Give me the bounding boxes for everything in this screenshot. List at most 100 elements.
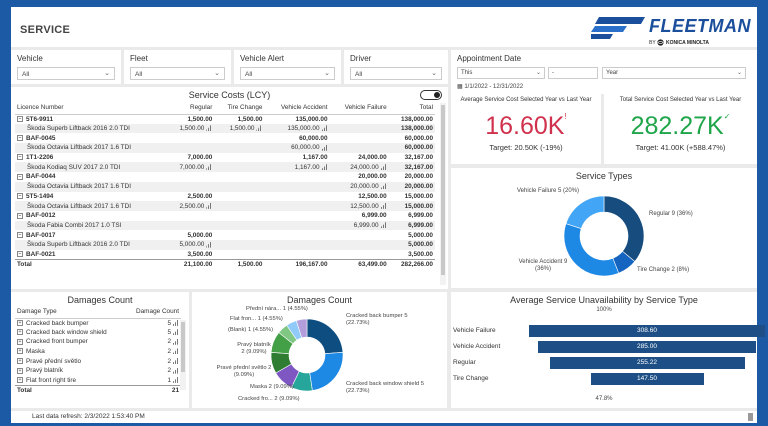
cell-text: 1,167.00 — [294, 163, 320, 171]
cell-text: 60,000.00 — [404, 144, 433, 152]
vehicle-row[interactable]: Škoda Octavia Liftback 2017 1.6 TDI 60,00… — [15, 143, 435, 153]
service-type-slice-0[interactable] — [603, 195, 645, 262]
check-icon: ✓ — [723, 112, 731, 121]
damage-slice-1[interactable] — [309, 351, 344, 391]
damage-row[interactable]: + Flat front right tire 1 — [15, 376, 181, 386]
vehicle-row[interactable]: Škoda Superb Liftback 2016 2.0 TDI 5,000.… — [15, 239, 435, 250]
vehicle-row[interactable]: Škoda Kodiaq SUV 2017 2.0 TDI 7,000.00 1,1… — [15, 162, 435, 173]
cell-label: −1T1-2206 — [15, 153, 167, 163]
resize-grip-icon[interactable] — [748, 413, 753, 421]
service-type-slice-3[interactable] — [565, 195, 605, 229]
service-costs-scrollbar[interactable] — [440, 103, 446, 285]
col-licence-number[interactable]: Licence Number — [15, 102, 167, 115]
damage-slice-0[interactable] — [306, 318, 344, 354]
cell-text: Škoda Superb Liftback 2016 2.0 TDI — [27, 125, 130, 133]
vehicle-row[interactable]: Škoda Octavia Liftback 2017 1.6 TDI 20,00… — [15, 181, 435, 192]
service-costs-table: Licence Number Regular Tire Change Vehicle … — [15, 102, 435, 269]
fleet-dropdown[interactable]: All ⌄ — [130, 67, 225, 80]
funnel-bar-vehicle-accident[interactable]: 285.00 — [538, 341, 756, 353]
col-vehicle-failure[interactable]: Vehicle Failure — [329, 102, 389, 115]
collapse-icon[interactable]: − — [17, 173, 23, 180]
expand-icon[interactable]: + — [17, 338, 23, 345]
col-total[interactable]: Total — [388, 102, 435, 115]
collapse-icon[interactable]: − — [17, 135, 23, 142]
funnel-bar-vehicle-failure[interactable]: 308.60 — [529, 325, 765, 337]
damage-row[interactable]: + Cracked back bumper 5 — [15, 318, 181, 328]
collapse-icon[interactable]: − — [17, 154, 23, 161]
cell-value: 1,167.00 — [264, 162, 330, 173]
scrollbar-thumb[interactable] — [441, 105, 445, 275]
damage-row[interactable]: + Pravé přední světlo 2 — [15, 356, 181, 366]
relative-count-input[interactable]: - — [548, 67, 598, 79]
funnel-bottom-percent: 47.8% — [595, 396, 613, 402]
licence-row[interactable]: − BAF-0045 60,000.00 60,000.00 — [15, 133, 435, 143]
avg-unavailability-title: Average Service Unavailability by Servic… — [510, 295, 698, 305]
view-toggle[interactable] — [420, 90, 442, 100]
cell-value — [214, 162, 265, 173]
cell-value: 6,999.00 — [388, 220, 435, 231]
vehicle-dropdown[interactable]: All ⌄ — [17, 67, 115, 80]
cell-value — [264, 201, 330, 211]
bar-chart-icon — [206, 241, 213, 248]
damage-count: 2 — [167, 348, 171, 356]
licence-row[interactable]: −5T6-9911 1,500.00 1,500.00 135,000.00 138,0… — [15, 114, 435, 124]
damage-row[interactable]: + Cracked back window shield 5 — [15, 328, 181, 338]
vehicle-alert-dropdown[interactable]: All ⌄ — [240, 67, 335, 80]
collapse-icon[interactable]: − — [17, 115, 23, 122]
col-damage-type[interactable]: Damage Type — [15, 306, 126, 319]
col-regular[interactable]: Regular — [166, 102, 215, 115]
licence-row[interactable]: − BAF-0044 20,000.00 20,000.00 — [15, 172, 435, 182]
damage-row[interactable]: + Cracked front bumper 2 — [15, 337, 181, 347]
expand-icon[interactable]: + — [17, 329, 23, 336]
relative-mode-dropdown[interactable]: This ⌄ — [457, 67, 545, 79]
collapse-icon[interactable]: − — [17, 231, 23, 238]
vehicle-row[interactable]: Škoda Superb Liftback 2016 2.0 TDI 1,500.… — [15, 123, 435, 134]
collapse-icon[interactable]: − — [17, 251, 23, 258]
bar-chart-icon — [206, 202, 213, 209]
funnel-bar-regular[interactable]: 255.22 — [549, 357, 745, 369]
cell-value: 2,500.00 — [167, 192, 214, 202]
expand-icon[interactable]: + — [17, 348, 23, 355]
licence-row[interactable]: − BAF-0017 5,000.00 5,000.00 — [15, 230, 435, 240]
damage-row[interactable]: + Pravý blatník 2 — [15, 366, 181, 376]
relative-unit-dropdown[interactable]: Year ⌄ — [602, 67, 746, 79]
damages-count-donut-visual: Damages Count Cracked back bumper 5 (22.… — [192, 292, 447, 408]
cell-value — [330, 114, 389, 124]
cell-value: 135,000.00 — [264, 123, 330, 134]
cell-text: 15,000.00 — [404, 202, 433, 210]
vehicle-row[interactable]: Škoda Octavia Liftback 2017 1.6 TDI 2,500… — [15, 201, 435, 211]
damage-slice-8[interactable] — [296, 318, 308, 339]
licence-row[interactable]: − BAF-0012 6,999.00 6,999.00 — [15, 211, 435, 221]
expand-icon[interactable]: + — [17, 367, 23, 374]
collapse-icon[interactable]: − — [17, 212, 23, 219]
scrollbar-thumb[interactable] — [181, 322, 185, 372]
expand-icon[interactable]: + — [17, 376, 23, 383]
damages-scrollbar[interactable] — [180, 320, 186, 390]
damage-count-cell: 2 — [126, 366, 181, 376]
label-cracked-back-window: Cracked back window shield 5 (22.73%) — [346, 381, 424, 394]
chevron-down-icon: ⌄ — [535, 70, 541, 76]
funnel-bar-tire-change[interactable]: 147.50 — [590, 373, 704, 385]
damage-type-cell: + Maska — [15, 347, 126, 357]
driver-dropdown[interactable]: All ⌄ — [350, 67, 442, 80]
vehicle-row[interactable]: Škoda Fabia Combi 2017 1.0 TSI 6,999.00 6,… — [15, 220, 435, 231]
expand-icon[interactable]: + — [17, 357, 23, 364]
bar-chart-icon — [173, 338, 179, 345]
damage-row[interactable]: + Maska 2 — [15, 347, 181, 357]
total-row[interactable]: Total 21,100.00 1,500.00 196,167.00 63,499.0… — [15, 258, 435, 269]
licence-row[interactable]: − BAF-0021 3,500.00 3,500.00 — [15, 250, 435, 260]
cell-text: 5,000.00 — [187, 231, 213, 239]
bottom-frame — [0, 423, 768, 426]
cell-text: 138,000.00 — [401, 115, 433, 123]
expand-icon[interactable]: + — [17, 319, 23, 326]
service-type-slice-2[interactable] — [563, 223, 620, 277]
col-vehicle-accident[interactable]: Vehicle Accident — [264, 102, 330, 115]
licence-row[interactable]: −5T5-1494 2,500.00 12,500.00 15,000.00 — [15, 192, 435, 202]
licence-row[interactable]: −1T1-2206 7,000.00 1,167.00 24,000.00 32,167… — [15, 153, 435, 163]
damage-count: 2 — [167, 338, 171, 346]
col-damage-count[interactable]: Damage Count — [125, 306, 181, 319]
cell-text: 1T1-2206 — [26, 154, 54, 162]
col-tire-change[interactable]: Tire Change — [214, 102, 265, 115]
cell-text: BAF-0045 — [26, 134, 56, 142]
collapse-icon[interactable]: − — [17, 193, 23, 200]
